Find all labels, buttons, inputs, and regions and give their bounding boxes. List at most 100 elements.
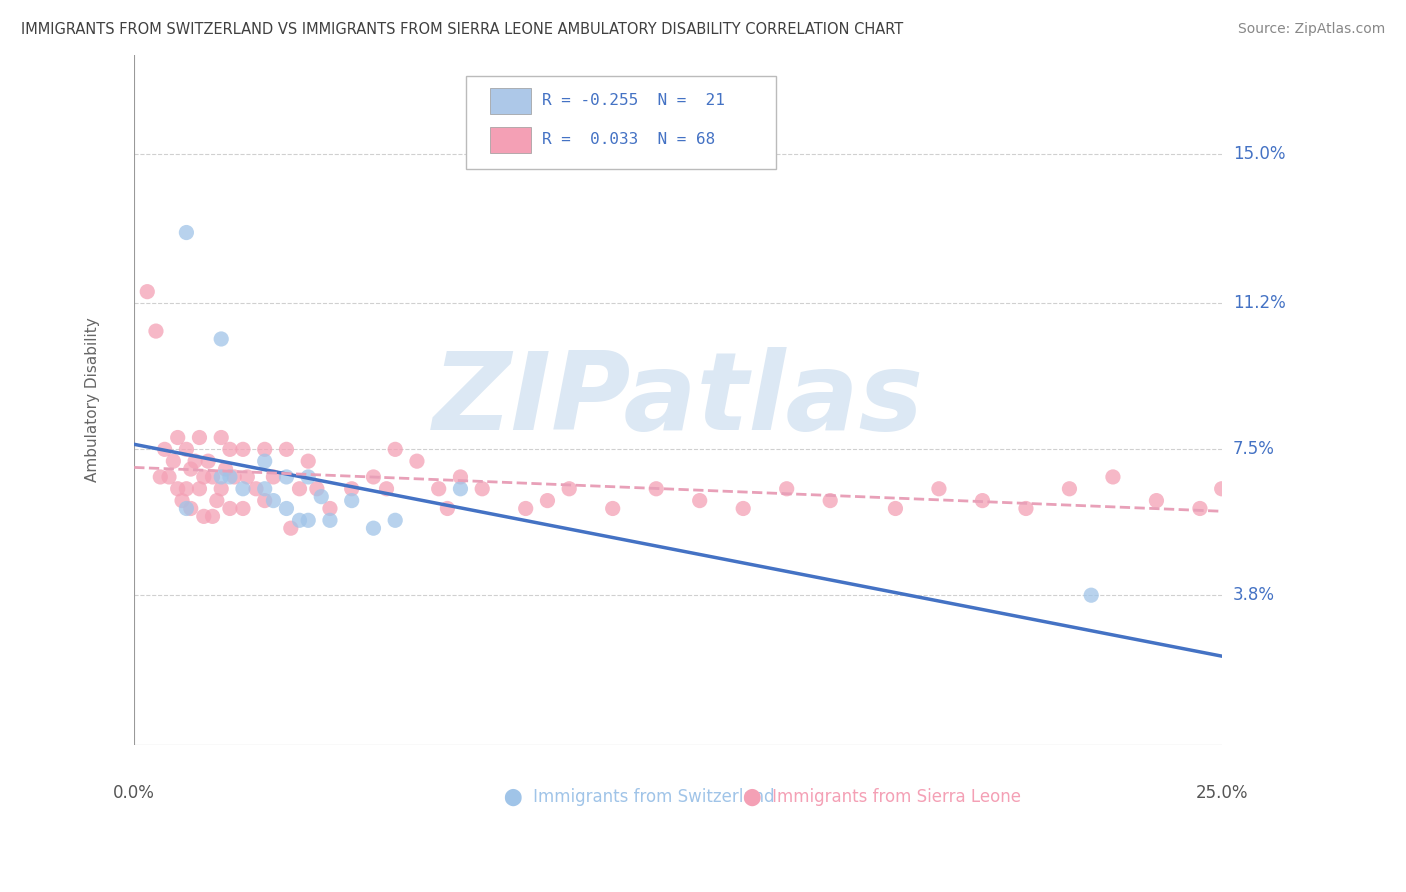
Point: [262, 470, 284, 484]
Point: [297, 513, 319, 527]
Point: [1211, 482, 1233, 496]
Point: [384, 513, 406, 527]
Text: Source: ZipAtlas.com: Source: ZipAtlas.com: [1237, 22, 1385, 37]
Point: [180, 462, 202, 476]
Point: [184, 454, 207, 468]
Point: [157, 470, 180, 484]
Point: [340, 482, 363, 496]
Point: [363, 521, 385, 535]
Point: [201, 509, 224, 524]
Point: [188, 482, 211, 496]
Point: [253, 442, 276, 457]
Point: [818, 493, 841, 508]
Point: [1080, 588, 1102, 602]
Point: [276, 501, 298, 516]
Bar: [489, 127, 531, 153]
FancyBboxPatch shape: [465, 76, 776, 169]
Text: ZIPatlas: ZIPatlas: [433, 347, 924, 453]
Point: [209, 430, 232, 444]
Point: [232, 442, 254, 457]
Point: [209, 482, 232, 496]
Point: [176, 442, 198, 457]
Point: [363, 470, 385, 484]
Point: [209, 470, 232, 484]
Point: [166, 482, 188, 496]
Point: [375, 482, 398, 496]
Point: [176, 482, 198, 496]
Text: ⬤  Immigrants from Sierra Leone: ⬤ Immigrants from Sierra Leone: [744, 788, 1021, 805]
Point: [515, 501, 537, 516]
Point: [232, 482, 254, 496]
Point: [297, 454, 319, 468]
Point: [1188, 501, 1211, 516]
Point: [276, 442, 298, 457]
Point: [972, 493, 994, 508]
Point: [209, 332, 232, 346]
Point: [319, 513, 342, 527]
Point: [1015, 501, 1038, 516]
Point: [536, 493, 558, 508]
Point: [1059, 482, 1081, 496]
Point: [219, 470, 242, 484]
Point: [201, 470, 224, 484]
Text: 15.0%: 15.0%: [1233, 145, 1285, 162]
Point: [436, 501, 458, 516]
Point: [245, 482, 267, 496]
Point: [319, 501, 342, 516]
Point: [166, 430, 188, 444]
Text: R = -0.255  N =  21: R = -0.255 N = 21: [541, 93, 725, 108]
Point: [558, 482, 581, 496]
Point: [602, 501, 624, 516]
Point: [193, 470, 215, 484]
Point: [276, 470, 298, 484]
Text: 25.0%: 25.0%: [1195, 784, 1249, 802]
Point: [471, 482, 494, 496]
Text: IMMIGRANTS FROM SWITZERLAND VS IMMIGRANTS FROM SIERRA LEONE AMBULATORY DISABILIT: IMMIGRANTS FROM SWITZERLAND VS IMMIGRANT…: [21, 22, 903, 37]
Point: [253, 454, 276, 468]
Point: [427, 482, 450, 496]
Text: R =  0.033  N = 68: R = 0.033 N = 68: [541, 133, 716, 147]
Point: [928, 482, 950, 496]
Point: [384, 442, 406, 457]
Point: [280, 521, 302, 535]
Point: [214, 462, 236, 476]
Point: [288, 513, 311, 527]
Point: [219, 442, 242, 457]
Point: [297, 470, 319, 484]
Text: 11.2%: 11.2%: [1233, 294, 1285, 312]
Point: [1146, 493, 1168, 508]
Point: [884, 501, 907, 516]
Point: [193, 509, 215, 524]
Point: [219, 501, 242, 516]
Point: [645, 482, 668, 496]
Point: [145, 324, 167, 338]
Point: [309, 490, 332, 504]
Point: [197, 454, 219, 468]
Point: [689, 493, 711, 508]
Point: [149, 470, 172, 484]
Point: [188, 430, 211, 444]
Bar: [489, 87, 531, 114]
Point: [176, 501, 198, 516]
Point: [449, 470, 471, 484]
Point: [153, 442, 176, 457]
Point: [176, 226, 198, 240]
Point: [288, 482, 311, 496]
Point: [262, 493, 284, 508]
Point: [180, 501, 202, 516]
Text: 3.8%: 3.8%: [1233, 586, 1275, 604]
Point: [224, 470, 246, 484]
Point: [406, 454, 429, 468]
Point: [253, 482, 276, 496]
Point: [733, 501, 755, 516]
Point: [253, 493, 276, 508]
Point: [205, 493, 228, 508]
Point: [1102, 470, 1125, 484]
Point: [170, 493, 193, 508]
Text: ⬤  Immigrants from Switzerland: ⬤ Immigrants from Switzerland: [503, 788, 775, 805]
Point: [136, 285, 159, 299]
Text: Ambulatory Disability: Ambulatory Disability: [86, 318, 100, 483]
Point: [776, 482, 799, 496]
Point: [340, 493, 363, 508]
Point: [232, 501, 254, 516]
